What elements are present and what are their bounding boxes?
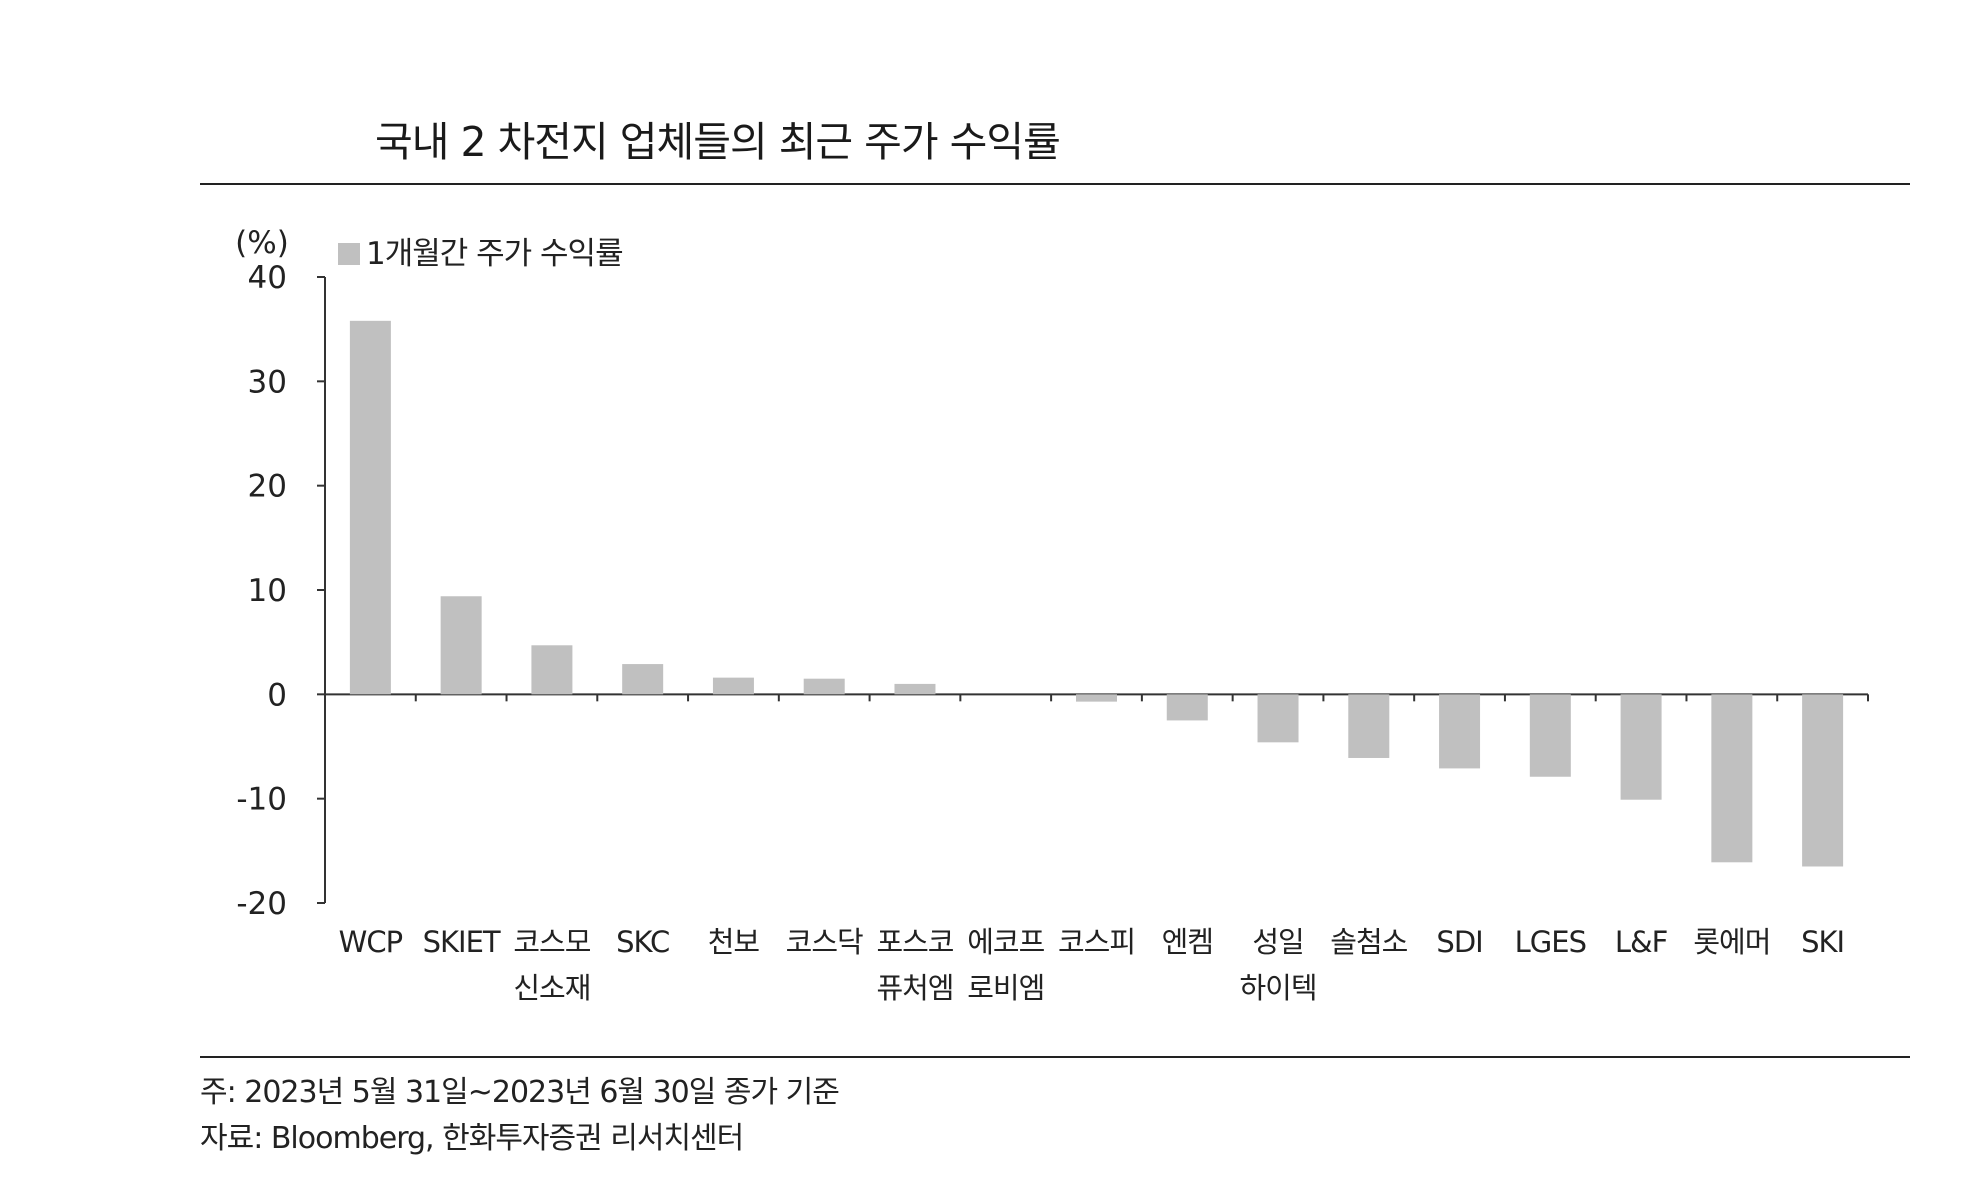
bar (1076, 694, 1117, 702)
x-category-label: 포스코 (876, 925, 953, 959)
x-category-label: 코스피 (1058, 925, 1135, 959)
bar (1257, 694, 1299, 743)
x-category-label: 엔켐 (1162, 925, 1213, 959)
x-category-label: 천보 (708, 925, 760, 959)
bar (1802, 694, 1844, 867)
x-category-label: 로비엠 (967, 971, 1044, 1005)
y-tick-label: 40 (248, 260, 287, 296)
x-category-label: 성일 (1252, 925, 1303, 959)
x-category-label: SKC (616, 925, 669, 959)
x-category-label: 하이텍 (1240, 971, 1317, 1005)
bar (1711, 694, 1753, 863)
bar (1620, 694, 1662, 800)
y-axis-unit: (%) (235, 225, 289, 261)
x-category-label: 코스모 (513, 925, 590, 959)
bar (712, 677, 754, 695)
x-category-label: 퓨처엠 (876, 971, 953, 1005)
bar (440, 596, 482, 695)
y-tick-label: 20 (248, 469, 287, 505)
y-tick-label: 0 (267, 677, 287, 713)
bar (894, 683, 936, 695)
x-category-label: 롯에머 (1693, 925, 1770, 959)
bar (349, 320, 391, 695)
legend-swatch (338, 243, 360, 265)
bar (622, 664, 664, 695)
bar (1529, 694, 1571, 777)
x-category-label: 신소재 (513, 971, 590, 1005)
y-tick-label: 10 (248, 573, 287, 609)
source-note: 자료: Bloomberg, 한화투자증권 리서치센터 (200, 1121, 744, 1156)
y-tick-label: -10 (236, 782, 287, 818)
x-category-label: 코스닥 (786, 925, 863, 959)
bar (803, 678, 845, 695)
top-divider (200, 183, 1910, 185)
x-category-label: SKI (1801, 925, 1844, 959)
legend-label: 1개월간 주가 수익률 (366, 236, 623, 272)
bar (1348, 694, 1390, 758)
bottom-divider (200, 1056, 1910, 1058)
x-category-label: LGES (1515, 925, 1586, 959)
bar (1166, 694, 1208, 721)
x-category-label: WCP (339, 925, 403, 959)
bar (531, 645, 573, 695)
y-tick-label: -20 (236, 886, 287, 922)
x-category-label: L&F (1615, 925, 1667, 959)
chart-title: 국내 2 차전지 업체들의 최근 주가 수익률 (375, 118, 1061, 166)
date-note: 주: 2023년 5월 31일~2023년 6월 30일 종가 기준 (200, 1075, 840, 1110)
x-category-label: SDI (1436, 925, 1482, 959)
x-category-label: SKIET (423, 925, 501, 959)
x-category-label: 에코프 (967, 925, 1044, 959)
x-category-label: 솔첨소 (1330, 925, 1407, 959)
bar (1439, 694, 1481, 769)
y-tick-label: 30 (248, 364, 287, 400)
